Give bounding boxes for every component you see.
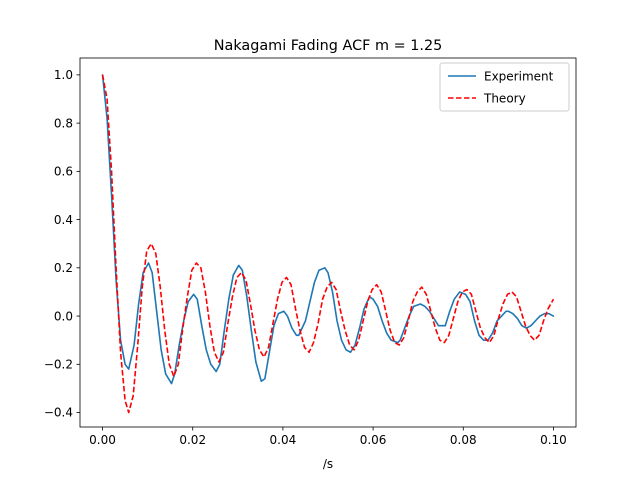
x-tick-label: 0.02	[179, 433, 206, 447]
plot-content	[101, 74, 555, 414]
y-tick-label: 0.4	[54, 213, 73, 227]
axes-border	[79, 57, 577, 428]
y-tick-label: −0.2	[44, 357, 73, 371]
axes-frame	[79, 57, 577, 428]
legend-box	[439, 62, 570, 112]
legend: Experiment Theory	[439, 62, 570, 112]
y-tick-label: 1.0	[54, 68, 73, 82]
x-axis-label: /s	[323, 457, 333, 471]
x-tick-label: 0.00	[89, 433, 116, 447]
x-tick-label: 0.08	[450, 433, 477, 447]
legend-label-theory: Theory	[483, 91, 526, 105]
x-tick-label: 0.04	[270, 433, 297, 447]
x-tick-label: 0.10	[540, 433, 567, 447]
y-tick-label: 0.8	[54, 116, 73, 130]
x-axis-ticks: 0.00 0.02 0.04 0.06 0.08 0.10	[89, 427, 567, 447]
y-axis-ticks: −0.4 −0.2 0.0 0.2 0.4 0.6 0.8 1.0	[44, 68, 80, 420]
series-line-experiment	[101, 74, 555, 385]
y-tick-label: 0.6	[54, 165, 73, 179]
y-tick-label: 0.2	[54, 261, 73, 275]
y-tick-label: 0.0	[54, 309, 73, 323]
chart-title: Nakagami Fading ACF m = 1.25	[214, 38, 443, 54]
legend-label-experiment: Experiment	[484, 69, 554, 83]
series-line-theory	[101, 74, 555, 414]
x-tick-label: 0.06	[360, 433, 387, 447]
y-tick-label: −0.4	[44, 406, 73, 420]
